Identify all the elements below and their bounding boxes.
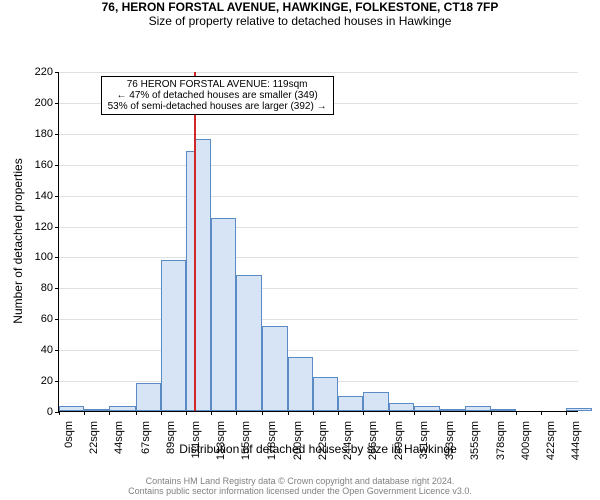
- info-box: 76 HERON FORSTAL AVENUE: 119sqm← 47% of …: [101, 76, 334, 115]
- info-box-line: ← 47% of detached houses are smaller (34…: [108, 90, 327, 101]
- info-box-line: 53% of semi-detached houses are larger (…: [108, 101, 327, 112]
- gridline-h: [59, 196, 578, 197]
- histogram-bar: [414, 406, 439, 411]
- x-tick-mark: [363, 411, 364, 415]
- x-tick-mark: [338, 411, 339, 415]
- x-tick-mark: [161, 411, 162, 415]
- y-tick-label: 180: [35, 128, 59, 140]
- histogram-bar: [440, 409, 465, 411]
- gridline-h: [59, 227, 578, 228]
- chart-footer: Contains HM Land Registry data © Crown c…: [0, 476, 600, 496]
- x-tick-mark: [84, 411, 85, 415]
- histogram-bar: [195, 139, 211, 411]
- histogram-bar: [338, 396, 363, 411]
- y-tick-label: 20: [41, 375, 59, 387]
- histogram-bar: [313, 377, 338, 411]
- x-tick-mark: [211, 411, 212, 415]
- x-tick-mark: [491, 411, 492, 415]
- gridline-h: [59, 288, 578, 289]
- histogram-bar: [84, 409, 109, 411]
- histogram-bar: [288, 357, 313, 411]
- histogram-bar: [59, 406, 84, 411]
- gridline-h: [59, 134, 578, 135]
- x-tick-mark: [109, 411, 110, 415]
- histogram-bar: [262, 326, 287, 411]
- x-tick-mark: [389, 411, 390, 415]
- x-axis-label: Distribution of detached houses by size …: [58, 442, 578, 456]
- x-tick-mark: [288, 411, 289, 415]
- y-tick-label: 220: [35, 66, 59, 78]
- x-tick-mark: [465, 411, 466, 415]
- x-tick-mark: [440, 411, 441, 415]
- footer-line-1: Contains HM Land Registry data © Crown c…: [0, 476, 600, 486]
- histogram-bar: [465, 406, 491, 411]
- gridline-h: [59, 72, 578, 73]
- x-tick-mark: [136, 411, 137, 415]
- y-tick-label: 100: [35, 251, 59, 263]
- gridline-h: [59, 319, 578, 320]
- histogram-bar: [161, 260, 186, 411]
- gridline-h: [59, 257, 578, 258]
- y-tick-label: 60: [41, 313, 59, 325]
- chart-title-main: 76, HERON FORSTAL AVENUE, HAWKINGE, FOLK…: [0, 0, 600, 14]
- histogram-bar: [136, 383, 161, 411]
- x-tick-mark: [541, 411, 542, 415]
- histogram-bar: [236, 275, 262, 411]
- histogram-bar: [566, 408, 591, 411]
- y-tick-label: 40: [41, 344, 59, 356]
- plot-region: 0204060801001201401601802002200sqm22sqm4…: [58, 72, 578, 412]
- histogram-bar: [211, 218, 236, 411]
- y-tick-label: 140: [35, 190, 59, 202]
- info-box-line: 76 HERON FORSTAL AVENUE: 119sqm: [108, 79, 327, 90]
- y-tick-label: 0: [47, 406, 59, 418]
- x-tick-mark: [566, 411, 567, 415]
- histogram-bar: [389, 403, 414, 411]
- gridline-h: [59, 165, 578, 166]
- y-tick-label: 120: [35, 221, 59, 233]
- y-tick-label: 200: [35, 97, 59, 109]
- reference-line: [194, 72, 196, 411]
- x-tick-mark: [414, 411, 415, 415]
- x-tick-mark: [59, 411, 60, 415]
- chart-title-sub: Size of property relative to detached ho…: [0, 14, 600, 28]
- gridline-h: [59, 350, 578, 351]
- x-tick-mark: [313, 411, 314, 415]
- footer-line-2: Contains public sector information licen…: [0, 486, 600, 496]
- histogram-bar: [363, 392, 389, 411]
- y-axis-label: Number of detached properties: [11, 141, 25, 341]
- x-tick-mark: [186, 411, 187, 415]
- y-tick-label: 160: [35, 159, 59, 171]
- histogram-bar: [491, 409, 516, 411]
- y-tick-label: 80: [41, 282, 59, 294]
- x-tick-mark: [236, 411, 237, 415]
- x-tick-mark: [262, 411, 263, 415]
- x-tick-mark: [516, 411, 517, 415]
- histogram-bar: [109, 406, 135, 411]
